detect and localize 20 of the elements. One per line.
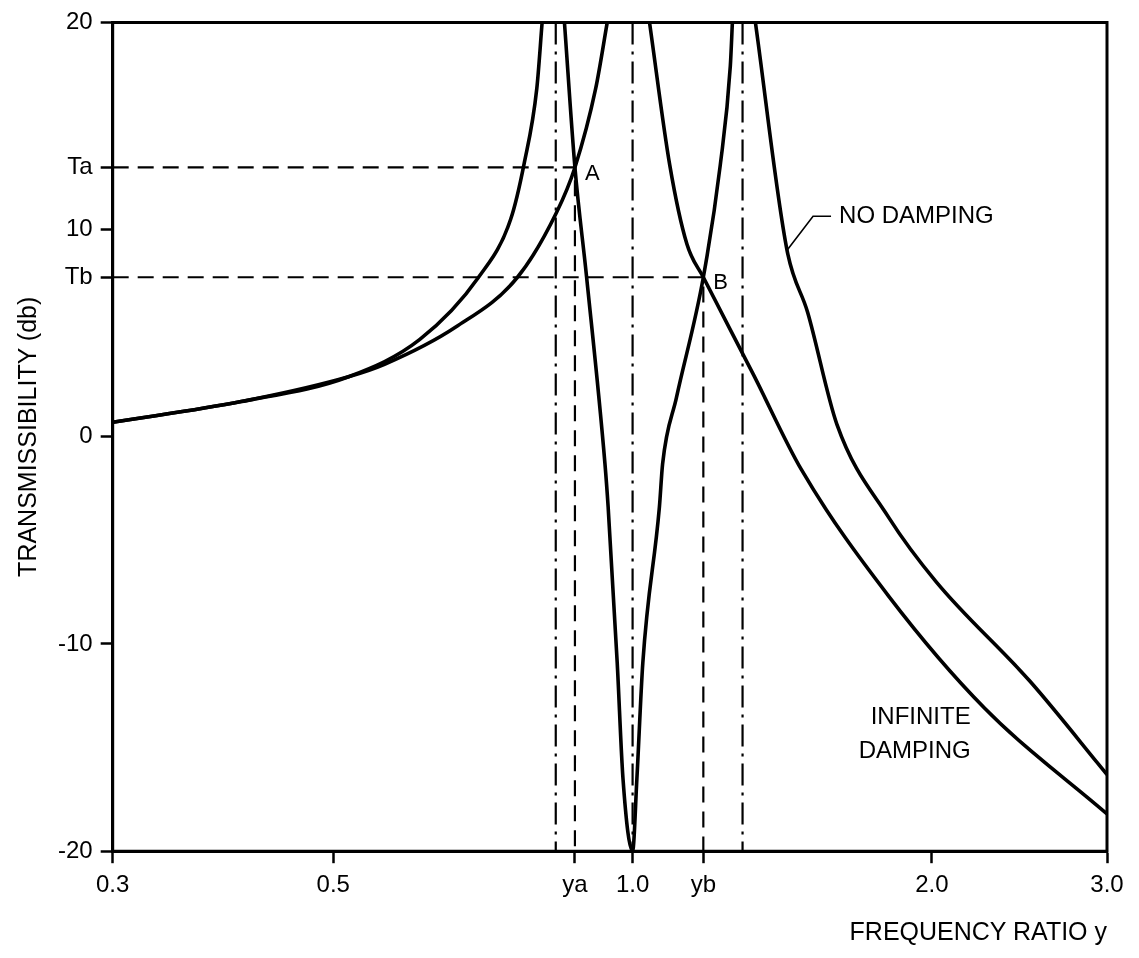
y-tick-label: 0 <box>79 421 93 449</box>
annotation: A <box>584 159 600 185</box>
x-tick-label: 2.0 <box>915 870 949 898</box>
y-tick-label: 10 <box>65 214 93 242</box>
x-tick-label: 1.0 <box>615 870 650 898</box>
x-tick-label: yb <box>690 870 717 898</box>
x-tick-label: 0.3 <box>96 870 130 898</box>
x-tick-label: 0.5 <box>316 870 350 898</box>
y-axis-title: TRANSMISSIBILITY (db) <box>12 296 41 577</box>
x-tick-label: 3.0 <box>1090 870 1124 898</box>
y-tick-label: Tb <box>64 261 93 289</box>
y-tick-label: -20 <box>58 835 93 863</box>
y-tick-label: -10 <box>58 628 93 656</box>
y-tick-label: Ta <box>67 152 94 180</box>
y-tick-label: 20 <box>65 7 93 35</box>
annotation: B <box>713 269 729 295</box>
x-tick-label: ya <box>562 870 589 898</box>
series-label: INFINITE DAMPING <box>858 701 971 763</box>
text: NO DAMPING <box>839 200 994 228</box>
x-axis-title: FREQUENCY RATIO y <box>849 916 1108 945</box>
